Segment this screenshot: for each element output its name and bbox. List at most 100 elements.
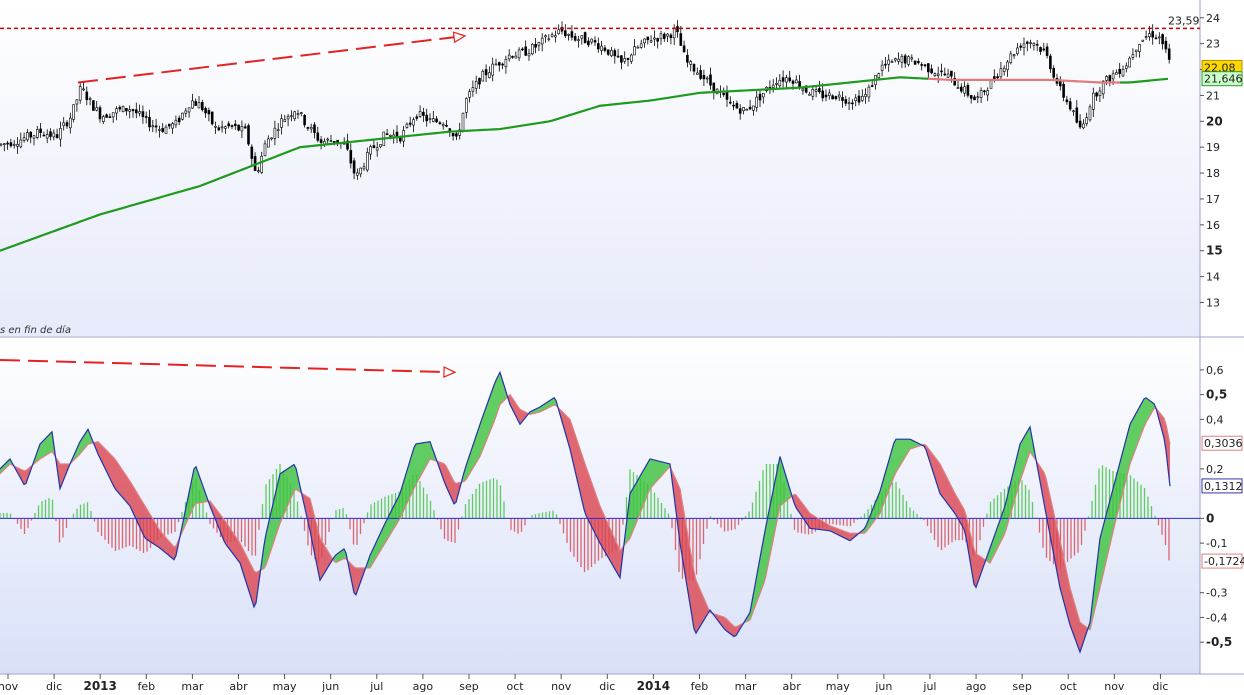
macd-ribbon-slice [1106, 507, 1108, 562]
candle-body [745, 108, 749, 111]
x-tick-label: sep [1012, 680, 1031, 693]
candle-body [306, 127, 310, 129]
candle-body [85, 91, 89, 101]
macd-ribbon-slice [1052, 505, 1054, 557]
candle-body [9, 142, 13, 147]
macd-ribbon-slice [274, 491, 276, 542]
macd-ribbon-slice [612, 532, 614, 568]
candle-body [270, 137, 273, 140]
candle-body [1052, 67, 1055, 78]
candle-body [752, 105, 755, 111]
candle-body [484, 69, 488, 76]
candle-body [530, 44, 534, 55]
macd-ribbon-slice [148, 510, 150, 542]
macd-ribbon-slice [774, 476, 776, 536]
candle-body [897, 58, 900, 62]
macd-ribbon-slice [882, 477, 884, 509]
macd-ribbon-slice [1078, 615, 1080, 653]
macd-ribbon-slice [412, 447, 414, 493]
macd-ribbon-slice [1096, 555, 1098, 605]
macd-ribbon-slice [376, 538, 378, 559]
macd-ribbon-slice [450, 473, 452, 500]
macd-ribbon-slice [1026, 430, 1028, 464]
candle-body [346, 140, 349, 150]
macd-ribbon-slice [696, 580, 698, 634]
candle-body [626, 58, 630, 60]
macd-ribbon-slice [280, 472, 282, 524]
macd-ribbon-slice [896, 439, 898, 473]
candle-body [686, 54, 689, 63]
macd-ribbon-slice [1056, 522, 1058, 578]
price-panel-background [0, 0, 1200, 336]
x-tick-label: 2013 [83, 679, 116, 693]
macd-ribbon-slice [782, 463, 784, 505]
macd-ribbon-slice [550, 399, 552, 407]
candle-body [227, 123, 230, 127]
macd-ribbon-slice [456, 482, 458, 503]
candle-body [827, 92, 831, 96]
candle-body [996, 76, 999, 79]
macd-y-tick-label: 0 [1206, 511, 1214, 525]
macd-ribbon-slice [1132, 417, 1134, 459]
candle-body [1012, 54, 1016, 57]
price-y-tick-label: 19 [1206, 141, 1220, 154]
macd-ribbon-slice [590, 477, 592, 528]
candle-body [1098, 90, 1102, 96]
candle-body [616, 55, 620, 58]
candle-body [266, 138, 270, 148]
macd-ribbon-slice [772, 486, 774, 546]
x-tick-label: may [826, 680, 850, 693]
candle-body [950, 70, 953, 77]
macd-ribbon-slice [402, 480, 404, 515]
macd-ribbon-slice [1144, 397, 1146, 427]
macd-ribbon-slice [246, 555, 248, 589]
candle-body [1019, 45, 1023, 48]
macd-ribbon-slice [1136, 409, 1138, 449]
x-tick-label: jun [874, 680, 892, 693]
candle-body [111, 112, 115, 118]
candle-body [540, 37, 544, 45]
macd-ribbon-slice [480, 418, 482, 457]
x-tick-label: feb [691, 680, 709, 693]
candle-body [824, 94, 828, 98]
candle-body [851, 102, 854, 105]
candle-body [834, 96, 838, 100]
macd-ribbon-slice [1070, 587, 1072, 631]
macd-ribbon-slice [798, 497, 800, 514]
candle-body [570, 31, 574, 38]
candle-body [1167, 48, 1171, 60]
macd-ribbon-slice [472, 442, 474, 470]
x-tick-label: nov [0, 680, 19, 693]
macd-ribbon-slice [440, 462, 442, 476]
macd-ribbon-slice [820, 519, 822, 530]
candle-body [603, 47, 607, 51]
candle-body [177, 117, 181, 123]
candle-body [880, 64, 884, 71]
candle-body [187, 107, 191, 113]
candle-body [138, 111, 141, 114]
macd-ribbon-slice [522, 410, 524, 422]
macd-ribbon-slice [1060, 540, 1062, 596]
macd-ribbon-slice [340, 550, 342, 561]
macd-ribbon-slice [806, 508, 808, 526]
macd-ribbon-slice [954, 491, 956, 516]
macd-ribbon-slice [422, 442, 424, 474]
macd-ribbon-slice [766, 515, 768, 576]
macd-ribbon-slice [356, 567, 358, 595]
macd-ribbon-slice [816, 517, 818, 530]
candle-body [910, 57, 914, 60]
macd-ribbon-slice [400, 487, 402, 519]
macd-ribbon-slice [650, 458, 652, 489]
macd-ribbon-slice [684, 512, 686, 580]
candle-body [781, 77, 785, 82]
candle-body [973, 96, 976, 101]
macd-ribbon-slice [632, 486, 634, 534]
macd-ribbon-slice [286, 468, 288, 510]
macd-ribbon-slice [382, 525, 384, 549]
candle-body [349, 150, 353, 164]
macd-ribbon-slice [1160, 413, 1162, 431]
candle-body [105, 114, 108, 118]
candle-body [319, 139, 323, 143]
macd-ribbon-slice [1146, 397, 1148, 423]
candle-body [455, 133, 458, 137]
